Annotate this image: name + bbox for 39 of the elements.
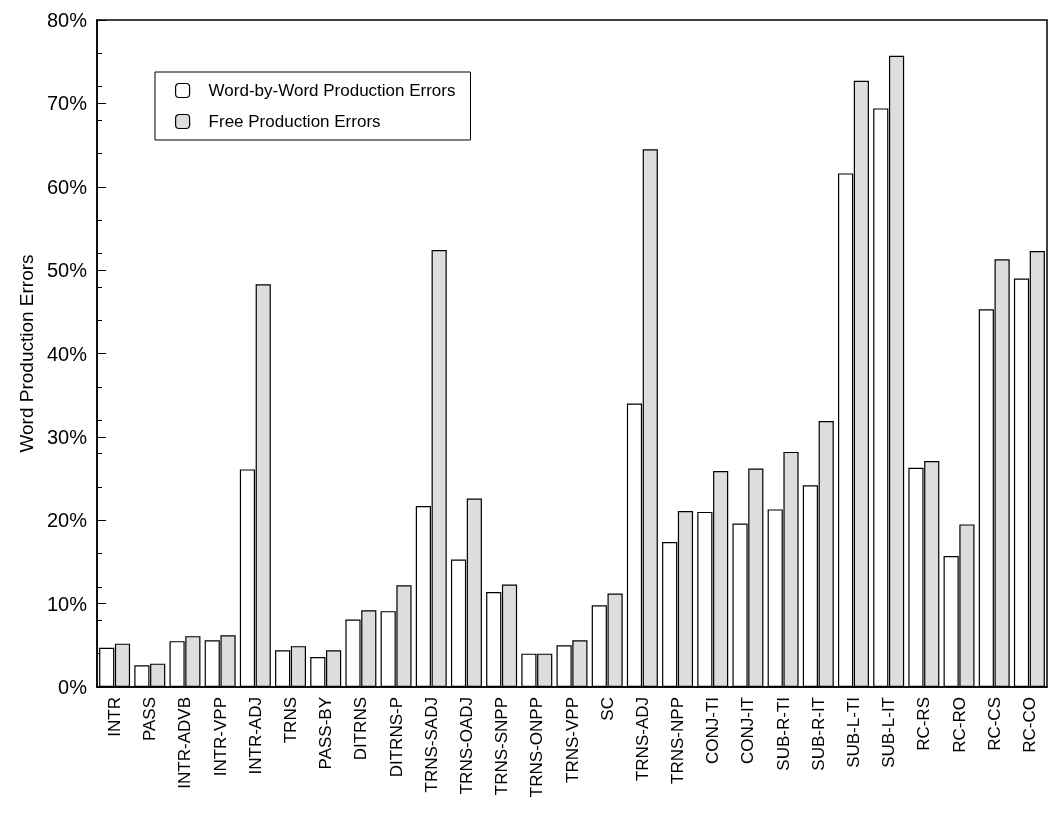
x-tick-label: TRNS bbox=[281, 697, 301, 744]
y-tick-label: 70% bbox=[46, 92, 88, 115]
y-tick-label: 40% bbox=[46, 342, 88, 365]
x-tick-label: CONJ-IT bbox=[738, 697, 758, 765]
x-tick-label: RC-RS bbox=[914, 697, 934, 751]
x-tick-label: TRNS-ADJ bbox=[632, 697, 652, 782]
y-tick-label: 20% bbox=[46, 509, 88, 532]
y-tick-label: 30% bbox=[46, 425, 88, 448]
x-tick-label: RC-CS bbox=[984, 697, 1004, 751]
x-tick-label: INTR-ADVB bbox=[175, 697, 195, 789]
x-tick-label: SUB-R-IT bbox=[808, 697, 828, 771]
x-tick-label: TRNS-VPP bbox=[562, 697, 582, 783]
y-tick-label: 80% bbox=[46, 9, 88, 31]
x-tick-label: INTR-VPP bbox=[210, 697, 230, 777]
x-tick-label: RC-RO bbox=[949, 697, 969, 753]
x-tick-label: TRNS-SADJ bbox=[421, 697, 441, 793]
x-tick-label: TRNS-NPP bbox=[668, 697, 688, 784]
x-tick-label: TRNS-SNPP bbox=[492, 697, 512, 796]
x-tick-label: SC bbox=[597, 697, 617, 721]
y-tick-label: 10% bbox=[46, 592, 88, 615]
x-tick-label: DITRNS bbox=[351, 697, 371, 761]
y-axis-title: Word Production Errors bbox=[16, 254, 38, 453]
y-tick-label: 50% bbox=[46, 259, 88, 282]
legend-label: Word-by-Word Production Errors bbox=[208, 81, 456, 100]
legend-label: Free Production Errors bbox=[208, 112, 381, 131]
x-tick-label: SUB-R-TI bbox=[773, 697, 793, 771]
x-tick-label: TRNS-ONPP bbox=[527, 697, 547, 798]
x-tick-label: SUB-L-IT bbox=[879, 697, 899, 768]
y-tick-label: 0% bbox=[58, 676, 88, 698]
x-tick-label: PASS bbox=[140, 697, 160, 742]
x-tick-label: CONJ-TI bbox=[703, 697, 723, 765]
x-tick-label: DITRNS-P bbox=[386, 697, 406, 778]
x-tick-label: TRNS-OADJ bbox=[456, 697, 476, 795]
x-tick-label: SUB-L-TI bbox=[843, 697, 863, 768]
x-tick-label: PASS-BY bbox=[316, 697, 336, 770]
x-tick-label: RC-CO bbox=[1019, 697, 1039, 753]
x-tick-label: INTR bbox=[105, 697, 125, 737]
y-tick-label: 60% bbox=[46, 175, 88, 198]
x-tick-label: INTR-ADJ bbox=[245, 697, 265, 775]
